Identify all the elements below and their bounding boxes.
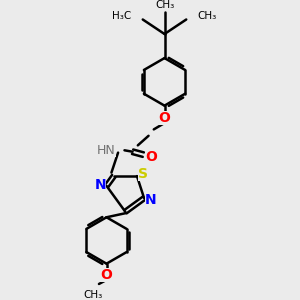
- Text: N: N: [145, 194, 156, 208]
- Text: CH₃: CH₃: [197, 11, 217, 21]
- Text: CH₃: CH₃: [83, 290, 102, 300]
- Text: HN: HN: [97, 144, 116, 157]
- Text: O: O: [145, 150, 157, 164]
- Text: CH₃: CH₃: [155, 0, 174, 10]
- Text: O: O: [100, 268, 112, 282]
- Text: O: O: [159, 111, 170, 125]
- Text: S: S: [138, 167, 148, 181]
- Text: H₃C: H₃C: [112, 11, 132, 21]
- Text: N: N: [94, 178, 106, 191]
